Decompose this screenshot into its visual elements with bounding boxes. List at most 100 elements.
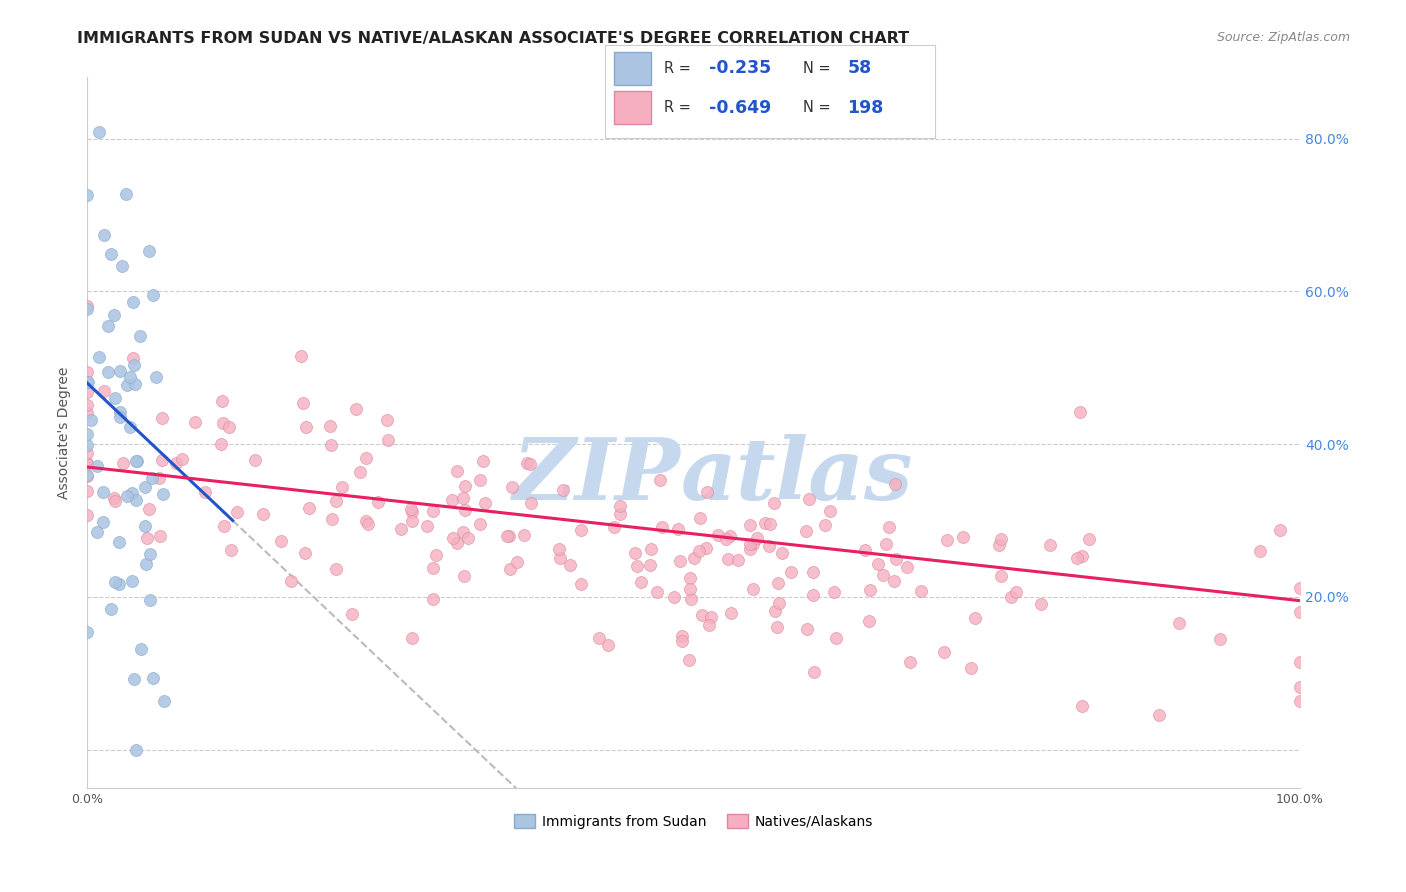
Point — [422, 504, 444, 518]
Point — [457, 531, 479, 545]
Point — [1147, 707, 1170, 722]
Point — [446, 535, 468, 549]
Point — [128, 329, 150, 343]
Point — [1249, 544, 1271, 558]
Point — [270, 533, 292, 548]
Point — [727, 552, 749, 566]
Point — [129, 642, 152, 657]
Point — [214, 518, 236, 533]
Point — [76, 508, 98, 522]
Point — [609, 507, 631, 521]
Point — [801, 565, 824, 579]
Point — [762, 496, 785, 510]
Point — [1168, 616, 1191, 631]
Point — [877, 520, 900, 534]
Point — [884, 551, 907, 566]
Point — [225, 504, 247, 518]
Point — [121, 574, 143, 588]
Point — [858, 614, 880, 628]
Point — [720, 607, 742, 621]
Point — [76, 426, 98, 441]
Point — [103, 308, 125, 322]
Point — [141, 470, 163, 484]
Point — [441, 493, 464, 508]
Point — [1071, 549, 1094, 564]
Point — [121, 294, 143, 309]
Point — [651, 520, 673, 534]
Point — [468, 473, 491, 487]
Point — [797, 492, 820, 507]
Point — [121, 351, 143, 366]
Point — [117, 378, 139, 392]
Point — [165, 456, 187, 470]
Point — [501, 480, 523, 494]
Point — [441, 531, 464, 545]
Point — [150, 453, 173, 467]
Point — [738, 537, 761, 551]
FancyBboxPatch shape — [614, 52, 651, 85]
Point — [609, 499, 631, 513]
Point — [1029, 597, 1052, 611]
Text: R =: R = — [664, 100, 696, 115]
Point — [470, 516, 492, 531]
Point — [375, 413, 398, 427]
Point — [145, 370, 167, 384]
Point — [669, 554, 692, 568]
Point — [86, 458, 108, 473]
Point — [108, 410, 131, 425]
Point — [766, 575, 789, 590]
Point — [823, 584, 845, 599]
Point — [76, 365, 98, 379]
Point — [679, 571, 702, 585]
Point — [763, 604, 786, 618]
Point — [770, 546, 793, 560]
Point — [758, 539, 780, 553]
Point — [399, 501, 422, 516]
Point — [76, 299, 98, 313]
Point — [76, 384, 98, 399]
Point — [76, 457, 98, 471]
Text: 58: 58 — [848, 60, 872, 78]
Point — [814, 517, 837, 532]
Point — [184, 416, 207, 430]
Point — [1000, 591, 1022, 605]
Point — [671, 629, 693, 643]
Point — [298, 500, 321, 515]
Point — [716, 533, 738, 547]
Point — [952, 530, 974, 544]
Point — [218, 420, 240, 434]
Point — [294, 546, 316, 560]
Point — [136, 531, 159, 545]
Point — [377, 433, 399, 447]
Point — [910, 584, 932, 599]
Point — [219, 543, 242, 558]
Point — [354, 450, 377, 465]
Text: ZIP: ZIP — [513, 434, 681, 517]
Point — [453, 491, 475, 505]
Point — [125, 493, 148, 508]
Point — [859, 582, 882, 597]
Point — [1066, 550, 1088, 565]
Point — [603, 520, 626, 534]
Text: N =: N = — [803, 100, 835, 115]
Point — [152, 694, 174, 708]
Point — [678, 582, 700, 596]
Point — [91, 485, 114, 500]
Text: -0.235: -0.235 — [709, 60, 770, 78]
Point — [506, 555, 529, 569]
Point — [107, 576, 129, 591]
Y-axis label: Associate's Degree: Associate's Degree — [58, 367, 72, 499]
Point — [86, 524, 108, 539]
Point — [512, 527, 534, 541]
Point — [516, 457, 538, 471]
Point — [100, 601, 122, 615]
Point — [766, 620, 789, 634]
Point — [1209, 632, 1232, 646]
Point — [640, 558, 662, 572]
Point — [100, 246, 122, 260]
Point — [356, 514, 378, 528]
Point — [77, 376, 100, 390]
Point — [717, 551, 740, 566]
Point — [872, 568, 894, 582]
Point — [875, 537, 897, 551]
